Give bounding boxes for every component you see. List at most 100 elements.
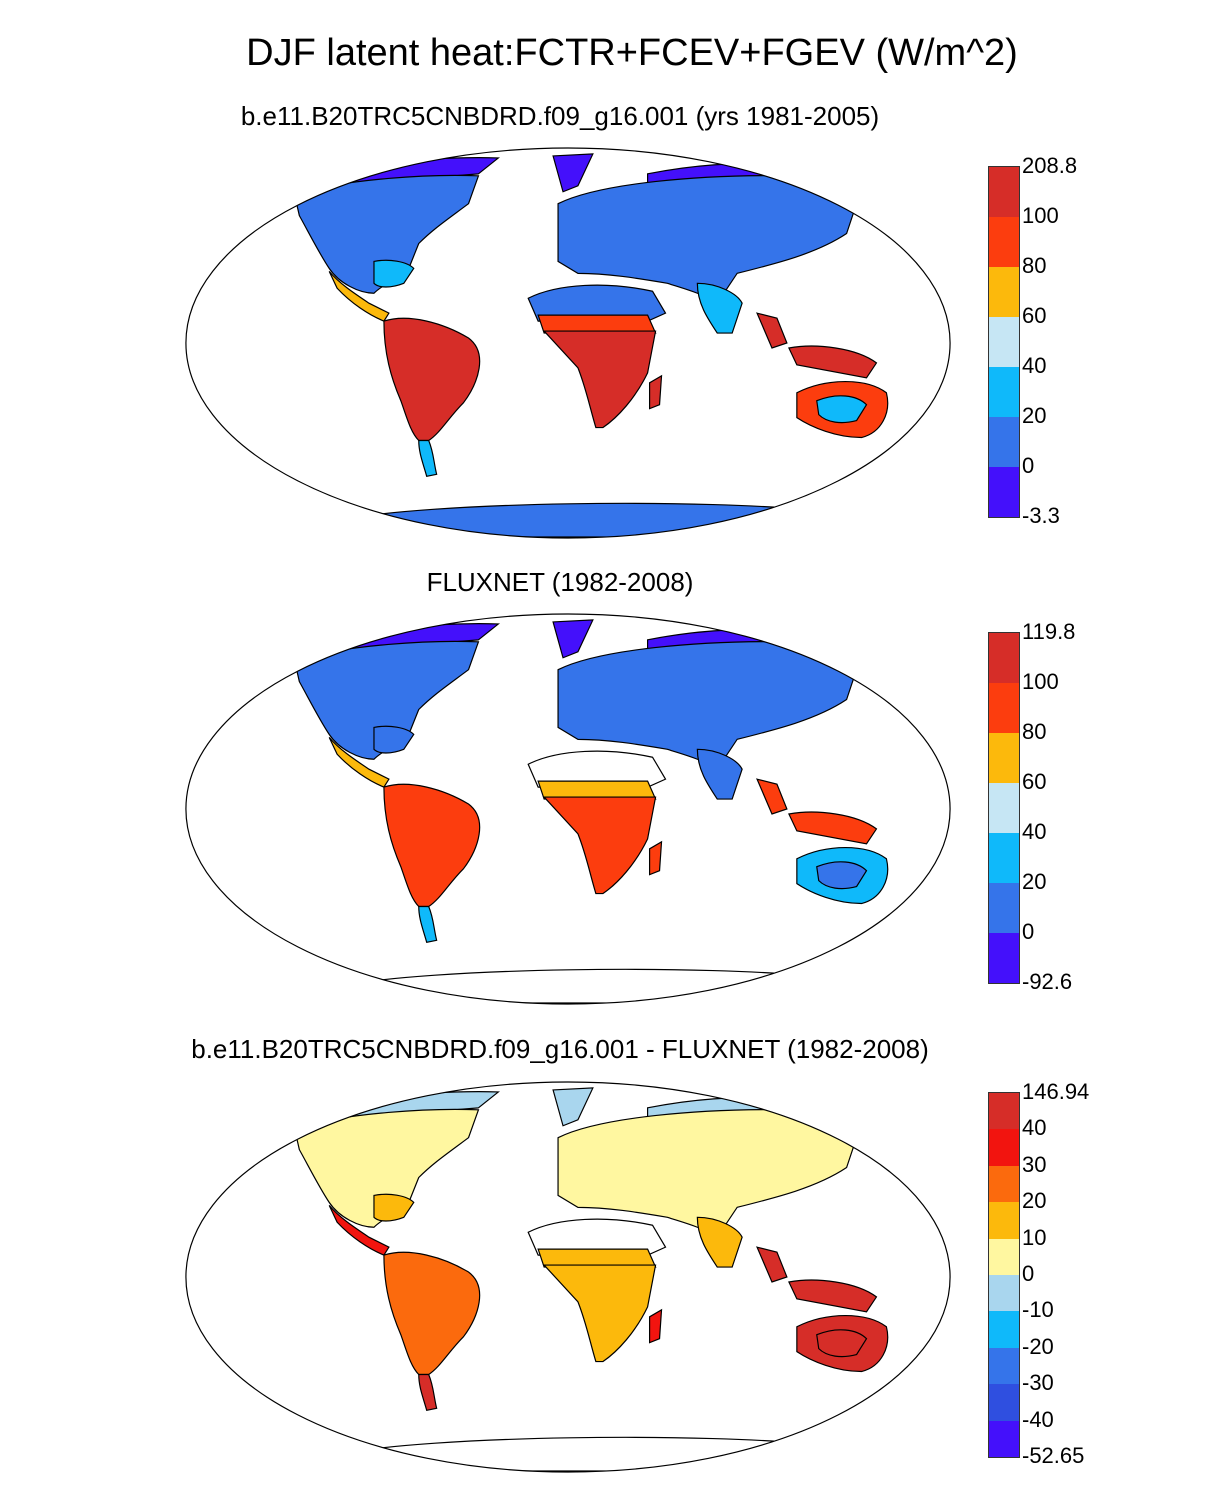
map-panel-obs bbox=[185, 613, 951, 1005]
region-madagascar bbox=[648, 1308, 663, 1344]
colorbar-tick-label: 0 bbox=[1022, 1261, 1035, 1286]
colorbar-tick-label: -52.65 bbox=[1022, 1443, 1085, 1468]
region-us-southeast bbox=[373, 725, 415, 754]
globe-outline bbox=[185, 147, 951, 539]
colorbar-tick-label: 60 bbox=[1022, 769, 1047, 794]
region-africa-south bbox=[542, 1264, 657, 1363]
region-sahel bbox=[537, 314, 657, 334]
region-australia-core bbox=[816, 861, 868, 890]
region-southeast-asia bbox=[756, 1246, 878, 1313]
colorbar-tick-label: 100 bbox=[1022, 203, 1059, 228]
colorbar-segment bbox=[989, 1238, 1019, 1275]
region-australia-core bbox=[816, 395, 868, 424]
colorbar-tick-label: 20 bbox=[1022, 403, 1047, 428]
colorbar-tick-label: -40 bbox=[1022, 1406, 1054, 1432]
region-central-america bbox=[328, 270, 390, 322]
colorbar-segment bbox=[989, 1129, 1019, 1166]
colorbar-tick-label: 20 bbox=[1022, 869, 1047, 894]
colorbar-obs bbox=[988, 632, 1020, 984]
colorbar-tick-label: 0 bbox=[1022, 453, 1035, 478]
colorbar-segment bbox=[989, 267, 1019, 317]
region-central-america bbox=[328, 736, 390, 788]
colorbar-tick-label: 60 bbox=[1022, 303, 1047, 328]
colorbar-tick-label: -3.3 bbox=[1022, 503, 1060, 528]
colorbar-tick-label: 0 bbox=[1022, 919, 1035, 944]
colorbar-tick-label: 208.8 bbox=[1022, 153, 1078, 178]
region-southeast-asia bbox=[756, 312, 878, 379]
map-panel-diff bbox=[185, 1081, 951, 1473]
figure-title: DJF latent heat:FCTR+FCEV+FGEV (W/m^2) bbox=[246, 32, 1018, 74]
region-madagascar bbox=[648, 840, 663, 876]
region-north-africa bbox=[527, 284, 667, 322]
colorbar-tick-label: 100 bbox=[1022, 669, 1059, 694]
colorbar-tick-label: 146.94 bbox=[1022, 1079, 1090, 1104]
region-africa-south bbox=[542, 330, 657, 429]
region-south-america bbox=[383, 783, 481, 908]
colorbar-tick-label: -92.6 bbox=[1022, 969, 1073, 994]
region-us-southeast bbox=[373, 1193, 415, 1222]
colorbar-segment bbox=[989, 317, 1019, 367]
colorbar-tick-label: 80 bbox=[1022, 719, 1047, 744]
colorbar-tick-label: 119.8 bbox=[1022, 619, 1076, 644]
colorbar-segment bbox=[989, 1311, 1019, 1348]
globe-outline bbox=[185, 613, 951, 1005]
region-australia-core bbox=[816, 1329, 868, 1358]
region-central-america bbox=[328, 1204, 390, 1256]
colorbar-segment bbox=[989, 1420, 1019, 1457]
map-panel-model bbox=[185, 147, 951, 539]
panel-title-obs: FLUXNET (1982-2008) bbox=[426, 567, 694, 597]
colorbar-segment bbox=[989, 467, 1019, 517]
colorbar-segment bbox=[989, 1093, 1019, 1130]
colorbar-segment bbox=[989, 367, 1019, 417]
colorbar-segment bbox=[989, 883, 1019, 933]
region-southeast-asia bbox=[756, 778, 878, 845]
region-south-asia bbox=[696, 748, 743, 800]
colorbar-segment bbox=[989, 683, 1019, 733]
colorbar-tick-label: 30 bbox=[1022, 1151, 1047, 1177]
region-north-africa bbox=[527, 750, 667, 788]
colorbar-segment bbox=[989, 167, 1019, 217]
region-antarctica bbox=[337, 1436, 838, 1472]
colorbar-tick-label: -20 bbox=[1022, 1333, 1054, 1359]
region-europe-asia bbox=[557, 641, 858, 771]
region-patagonia bbox=[418, 439, 438, 478]
panel-title-model: b.e11.B20TRC5CNBDRD.f09_g16.001 (yrs 198… bbox=[240, 101, 880, 131]
region-sahel bbox=[537, 1248, 657, 1268]
region-antarctica bbox=[337, 502, 838, 538]
region-patagonia bbox=[418, 905, 438, 944]
region-europe-asia bbox=[557, 1109, 858, 1239]
colorbar-tick-label: 40 bbox=[1022, 819, 1047, 844]
region-us-southeast bbox=[373, 259, 415, 288]
colorbar-segment bbox=[989, 783, 1019, 833]
colorbar-segment bbox=[989, 1347, 1019, 1385]
colorbar-segment bbox=[989, 933, 1019, 983]
colorbar-tick-label: -10 bbox=[1022, 1297, 1054, 1323]
globe-outline bbox=[185, 1081, 951, 1473]
colorbar-tick-label: 80 bbox=[1022, 253, 1047, 278]
colorbar-tick-label: 40 bbox=[1022, 353, 1047, 378]
region-south-asia bbox=[696, 282, 743, 334]
region-madagascar bbox=[648, 374, 663, 410]
colorbar-segment bbox=[989, 1202, 1019, 1239]
colorbar-segment bbox=[989, 1384, 1019, 1421]
colorbar-segment bbox=[989, 733, 1019, 783]
region-africa-south bbox=[542, 796, 657, 895]
colorbar-model bbox=[988, 166, 1020, 518]
colorbar-tick-label: 20 bbox=[1022, 1188, 1047, 1214]
region-sahel bbox=[537, 780, 657, 800]
colorbar-tick-label: -30 bbox=[1022, 1370, 1054, 1396]
colorbar-segment bbox=[989, 1274, 1019, 1312]
region-antarctica bbox=[337, 968, 838, 1004]
region-south-america bbox=[383, 1251, 481, 1376]
region-patagonia bbox=[418, 1373, 438, 1412]
region-europe-asia bbox=[557, 175, 858, 305]
region-south-america bbox=[383, 317, 481, 442]
panel-title-diff: b.e11.B20TRC5CNBDRD.f09_g16.001 - FLUXNE… bbox=[191, 1034, 929, 1064]
region-south-asia bbox=[696, 1216, 743, 1268]
colorbar-segment bbox=[989, 417, 1019, 467]
colorbar-segment bbox=[989, 217, 1019, 267]
colorbar-tick-label: 10 bbox=[1022, 1224, 1047, 1250]
colorbar-segment bbox=[989, 833, 1019, 883]
colorbar-diff bbox=[988, 1092, 1020, 1458]
colorbar-tick-label: 40 bbox=[1022, 1115, 1047, 1141]
